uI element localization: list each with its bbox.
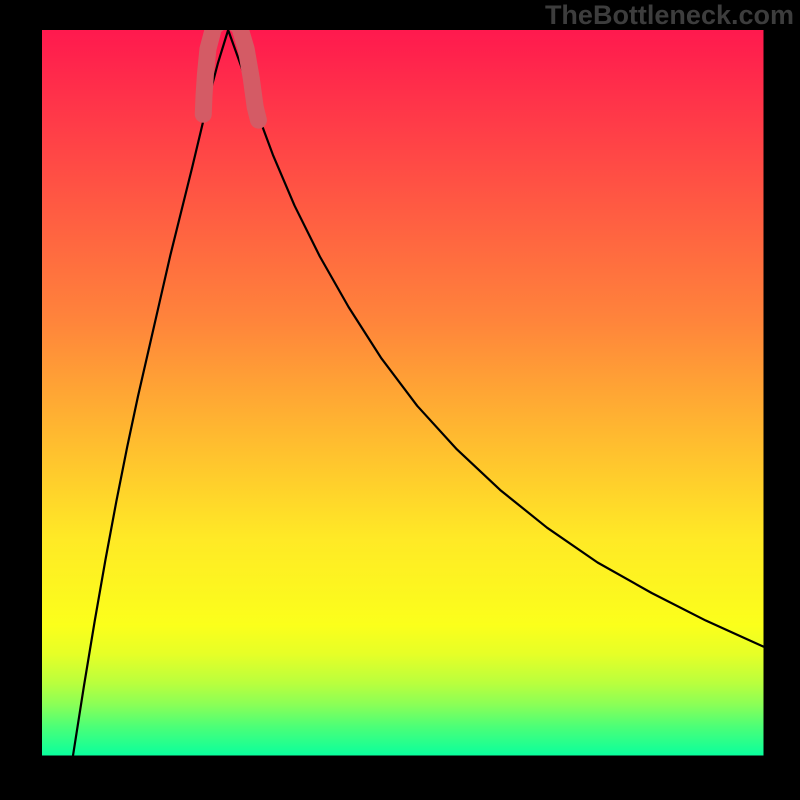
plot-area (42, 30, 764, 756)
chart-svg (42, 30, 764, 756)
watermark-text: TheBottleneck.com (545, 0, 794, 31)
canvas-frame: TheBottleneck.com (0, 0, 800, 800)
gradient-background (42, 30, 764, 756)
